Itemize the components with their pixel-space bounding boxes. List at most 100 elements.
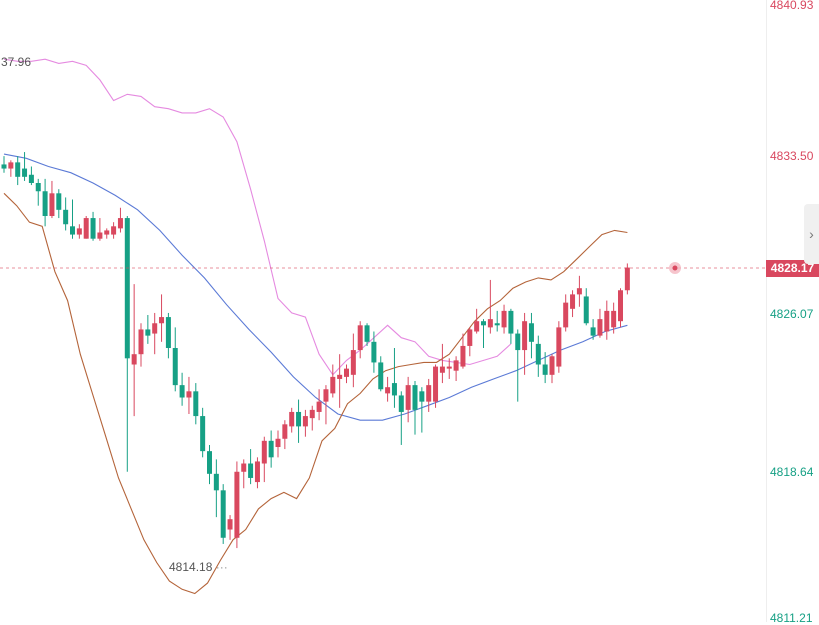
candle-body: [63, 209, 69, 225]
y-tick-label: 4818.64: [770, 465, 814, 479]
candle-body: [35, 183, 41, 192]
candle-body: [474, 321, 480, 332]
candle-body: [296, 411, 302, 427]
candle-body: [56, 193, 62, 210]
candle-body: [556, 327, 562, 367]
candle-body: [323, 389, 329, 402]
lower-band-line: [3, 192, 628, 595]
candle-body: [398, 395, 404, 412]
candle-body: [535, 343, 541, 365]
candle-body: [28, 174, 34, 184]
candle-body: [378, 362, 384, 390]
candle-body: [193, 391, 199, 417]
low-annotation-leader: ···: [212, 560, 228, 574]
candle-body: [624, 267, 630, 291]
candle-body: [49, 193, 55, 217]
candle-body: [302, 416, 308, 427]
candle-body: [90, 218, 96, 239]
candle-body: [405, 385, 411, 410]
bollinger-bands: [3, 58, 628, 595]
candle-body: [597, 319, 603, 336]
candle-body: [309, 409, 315, 419]
candle-body: [611, 310, 617, 328]
collapse-panel-button[interactable]: ›: [804, 204, 819, 264]
price-axis-border: [766, 0, 767, 622]
candle-body: [618, 290, 623, 322]
candle-body: [83, 218, 89, 239]
moving-average-line: [3, 153, 628, 421]
candle-body: [111, 226, 117, 235]
candle-body: [344, 368, 349, 377]
candle-body: [124, 218, 130, 359]
candle-body: [289, 411, 295, 427]
candle-body: [22, 168, 28, 177]
candle-body: [15, 162, 21, 177]
candle-body: [467, 329, 473, 346]
candle-body: [131, 354, 137, 365]
candle-body: [357, 325, 363, 351]
candle-body: [453, 360, 459, 371]
candle-body: [576, 288, 582, 295]
candle-body: [542, 364, 548, 375]
candle-body: [186, 391, 192, 398]
candle-body: [282, 424, 288, 439]
candle-body: [494, 323, 500, 326]
high-annotation: 37.96: [1, 55, 32, 69]
upper-band-line: [3, 58, 512, 376]
chevron-right-icon: ›: [809, 226, 814, 242]
candle-body: [439, 366, 445, 373]
candle-body: [501, 310, 507, 328]
candle-body: [145, 329, 151, 336]
candle-body: [563, 302, 569, 328]
candle-body: [481, 321, 486, 326]
candle-body: [330, 376, 336, 394]
candle-body: [207, 451, 212, 474]
candle-body: [515, 333, 521, 351]
candle-body: [604, 310, 610, 332]
candle-body: [97, 232, 103, 239]
candle-body: [248, 463, 254, 478]
candle-body: [522, 321, 528, 351]
y-tick-label: 4833.50: [770, 149, 814, 163]
candle-body: [172, 348, 178, 386]
candle-body: [316, 401, 322, 412]
candle-body: [385, 387, 391, 394]
candle-body: [104, 230, 110, 235]
candle-body: [583, 296, 589, 324]
candle-body: [165, 317, 171, 349]
candle-body: [460, 345, 466, 367]
candle-body: [261, 440, 267, 464]
candle-body: [152, 323, 158, 334]
candle-body: [590, 327, 596, 336]
candle-body: [220, 490, 226, 538]
candle-body: [364, 325, 370, 342]
candle-body: [76, 228, 82, 235]
candle-body: [337, 374, 343, 379]
candle-body: [426, 385, 432, 402]
last-price-tag: 4828.17: [766, 260, 819, 277]
candle-body: [412, 385, 418, 410]
candle-body: [433, 366, 439, 402]
candle-body: [391, 383, 397, 396]
candles: [1, 152, 630, 549]
candle-body: [549, 356, 555, 375]
candle-body: [1, 164, 7, 169]
y-tick-label: 4826.07: [770, 307, 814, 321]
candle-body: [227, 519, 233, 530]
candle-body: [275, 438, 281, 448]
low-annotation: 4814.18 ···: [169, 560, 228, 574]
candle-body: [508, 310, 514, 334]
candle-body: [268, 440, 274, 458]
y-tick-label: 4811.21: [770, 611, 813, 625]
candle-body: [350, 350, 356, 375]
candle-body: [213, 473, 219, 491]
candle-body: [254, 461, 260, 483]
candle-body: [138, 329, 144, 355]
candle-body: [570, 294, 576, 309]
candle-body: [42, 191, 48, 217]
candle-body: [371, 341, 377, 363]
candle-body: [179, 385, 185, 398]
low-annotation-value: 4814.18: [169, 560, 213, 574]
candle-body: [200, 416, 206, 452]
